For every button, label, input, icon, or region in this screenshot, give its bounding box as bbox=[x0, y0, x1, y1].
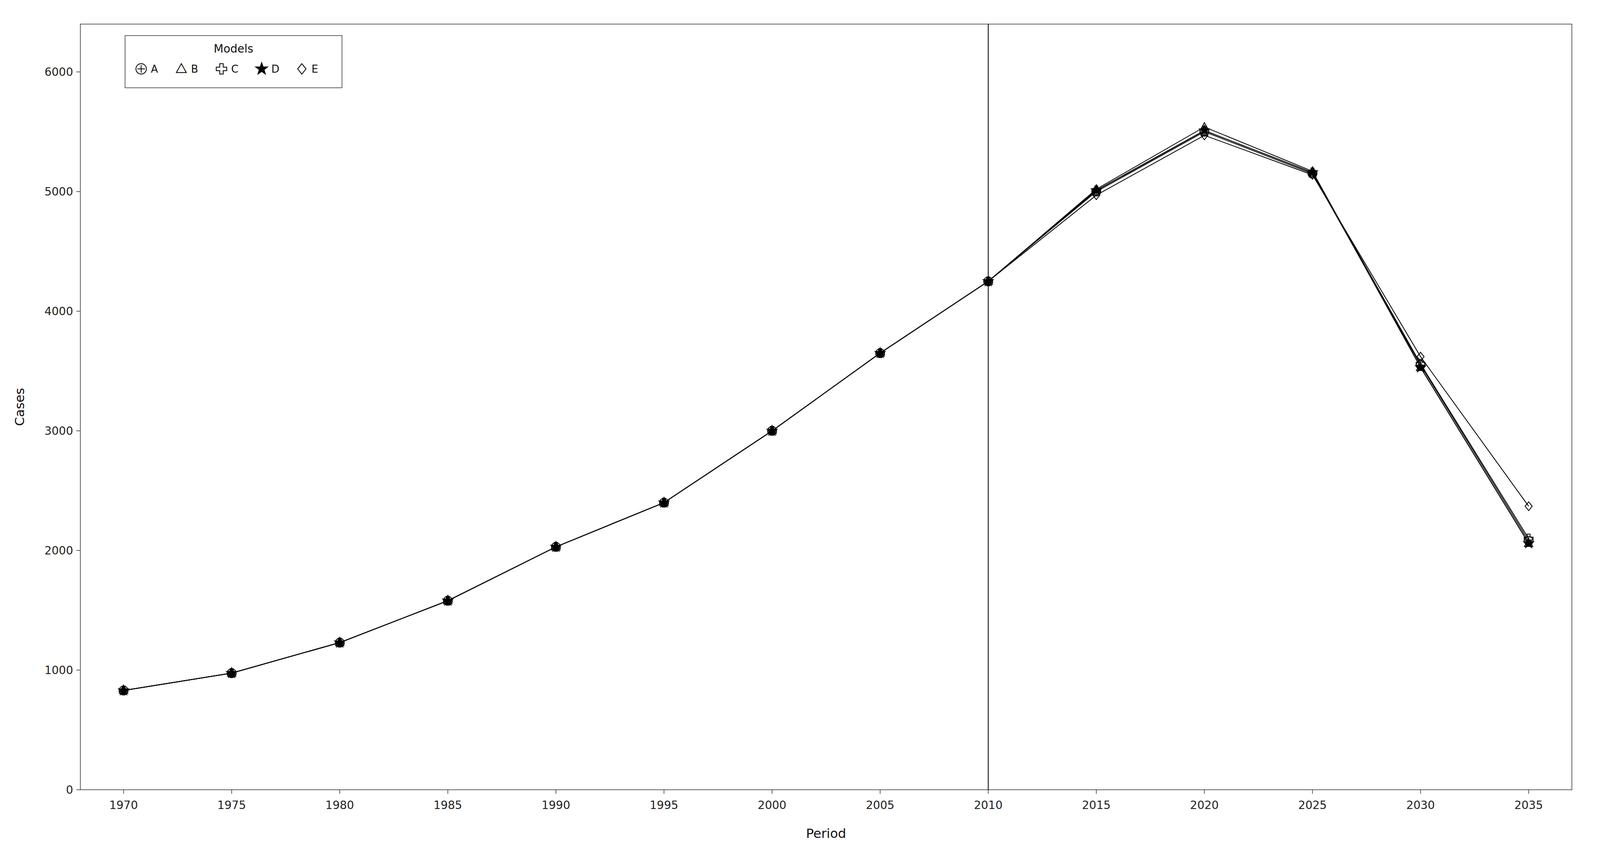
y-tick-label: 4000 bbox=[44, 304, 74, 319]
x-tick bbox=[447, 790, 449, 795]
legend-marker bbox=[176, 63, 187, 73]
series-line bbox=[123, 126, 1529, 691]
point-marker bbox=[1199, 125, 1210, 135]
legend-box bbox=[124, 35, 342, 88]
plot-area bbox=[118, 24, 1534, 791]
series-line bbox=[123, 130, 1529, 691]
legend-label: B bbox=[190, 63, 199, 76]
x-tick bbox=[123, 790, 125, 795]
x-tick bbox=[879, 790, 881, 795]
legend: Models A B C D E bbox=[124, 35, 342, 88]
legend-marker bbox=[255, 62, 268, 74]
x-tick bbox=[339, 790, 341, 795]
point-marker bbox=[1415, 362, 1426, 372]
x-tick-label: 1995 bbox=[649, 798, 679, 813]
y-tick-label: 2000 bbox=[44, 544, 74, 558]
background bbox=[0, 0, 1600, 858]
legend-marker bbox=[216, 63, 227, 75]
y-tick bbox=[76, 550, 81, 552]
point-marker bbox=[226, 668, 237, 678]
y-tick bbox=[76, 789, 81, 791]
legend-label: E bbox=[311, 63, 318, 76]
y-tick-label: 1000 bbox=[44, 664, 74, 678]
x-tick-label: 1990 bbox=[541, 798, 571, 813]
x-tick bbox=[663, 790, 665, 795]
x-tick-label: 2000 bbox=[757, 798, 787, 813]
series-line bbox=[123, 130, 1529, 691]
reference-line bbox=[987, 24, 989, 791]
point-marker bbox=[444, 596, 452, 606]
point-marker bbox=[766, 425, 777, 436]
point-marker bbox=[118, 685, 129, 695]
legend-title: Models bbox=[213, 42, 254, 56]
legend-label: A bbox=[150, 63, 158, 76]
point-marker bbox=[658, 497, 669, 508]
x-tick-label: 1970 bbox=[109, 798, 138, 813]
x-tick-label: 2030 bbox=[1406, 798, 1435, 813]
y-tick-label: 6000 bbox=[44, 65, 74, 79]
x-tick-label: 2020 bbox=[1190, 798, 1219, 813]
y-tick-label: 0 bbox=[65, 783, 74, 797]
point-marker bbox=[228, 668, 236, 678]
x-tick bbox=[1203, 790, 1205, 795]
x-tick-label: 1975 bbox=[217, 798, 246, 813]
series-line bbox=[123, 131, 1529, 691]
x-tick bbox=[771, 790, 773, 795]
point-marker bbox=[876, 348, 884, 358]
x-tick bbox=[1095, 790, 1097, 795]
legend-label: D bbox=[271, 63, 280, 76]
point-marker bbox=[984, 277, 992, 287]
x-tick-label: 2005 bbox=[865, 798, 895, 813]
x-tick bbox=[987, 790, 989, 795]
x-tick bbox=[1312, 790, 1314, 795]
legend-marker bbox=[135, 63, 147, 75]
x-tick bbox=[1420, 790, 1422, 795]
x-tick-label: 2035 bbox=[1514, 798, 1543, 813]
x-axis-label: Period bbox=[806, 826, 847, 842]
y-tick bbox=[76, 310, 81, 312]
y-tick-label: 5000 bbox=[44, 185, 74, 199]
y-tick bbox=[76, 191, 81, 193]
x-tick bbox=[555, 790, 557, 795]
point-marker bbox=[1200, 130, 1208, 140]
point-marker bbox=[1523, 538, 1534, 548]
y-tick bbox=[76, 430, 81, 432]
legend-marker bbox=[297, 63, 307, 75]
point-marker bbox=[1308, 170, 1316, 180]
x-tick-label: 1985 bbox=[433, 798, 462, 813]
y-tick bbox=[76, 670, 81, 671]
point-marker bbox=[120, 686, 128, 696]
x-tick-label: 1980 bbox=[325, 798, 354, 813]
point-marker bbox=[550, 541, 561, 552]
x-tick-label: 2010 bbox=[973, 798, 1003, 813]
point-marker bbox=[1092, 190, 1100, 200]
plot-frame bbox=[80, 24, 1572, 791]
legend-label: C bbox=[230, 63, 239, 76]
y-axis-label: Cases bbox=[12, 388, 28, 427]
x-tick-label: 2015 bbox=[1082, 798, 1111, 813]
chart: 1970 1975 1980 1985 1990 1995 2000 2005 2010 2015… bbox=[0, 0, 1600, 858]
x-tick-label: 2025 bbox=[1298, 798, 1327, 813]
y-tick-label: 3000 bbox=[44, 424, 74, 438]
x-tick bbox=[231, 790, 233, 795]
point-marker bbox=[1417, 352, 1425, 362]
point-marker bbox=[1525, 502, 1533, 511]
point-marker bbox=[660, 498, 668, 508]
point-marker bbox=[442, 595, 453, 606]
series-line bbox=[123, 135, 1529, 691]
point-marker bbox=[768, 426, 776, 436]
point-marker bbox=[336, 638, 344, 648]
point-marker bbox=[552, 542, 560, 552]
point-marker bbox=[334, 637, 345, 648]
x-tick bbox=[1528, 790, 1530, 795]
y-tick bbox=[76, 71, 81, 73]
